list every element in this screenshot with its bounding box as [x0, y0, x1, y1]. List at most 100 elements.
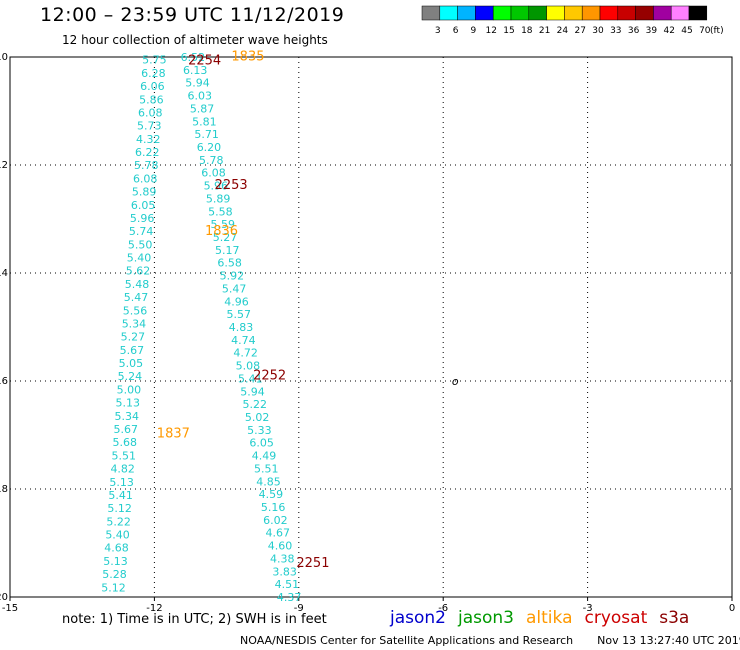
swh-value-track-b: 5.16 — [261, 501, 286, 514]
swh-value-track-b: 5.08 — [236, 360, 261, 373]
scale-label: 36 — [628, 26, 640, 36]
swh-value-track-b: 5.96 — [204, 180, 229, 193]
x-tick-label: 0 — [729, 603, 735, 614]
scale-label: 3 — [435, 26, 441, 36]
swh-value-track-b: 5.57 — [226, 308, 251, 321]
y-tick-label: -10 — [0, 52, 8, 63]
swh-value-track-b: 4.60 — [268, 540, 293, 553]
swh-value-track-a: 5.67 — [120, 344, 145, 357]
swh-value-track-a: 4.82 — [110, 463, 135, 476]
swh-value-track-b: 4.59 — [259, 488, 284, 501]
x-tick-label: -3 — [583, 603, 593, 614]
scale-label: 27 — [574, 26, 585, 36]
satellite-legend: jason2 jason3 altika cryosat s3a — [390, 608, 689, 628]
altimeter-tracks: 5.756.286.065.866.085.734.326.225.786.08… — [101, 51, 301, 604]
scale-label: 30 — [592, 26, 604, 36]
swh-value-track-b: 5.02 — [245, 411, 270, 424]
scale-label: 18 — [521, 26, 533, 36]
swh-value-track-a: 6.06 — [140, 80, 165, 93]
swh-value-track-b: 5.94 — [185, 77, 210, 90]
swh-value-track-a: 4.32 — [136, 133, 161, 146]
swh-value-track-a: 5.48 — [125, 278, 150, 291]
swh-value-track-a: 6.05 — [131, 199, 156, 212]
color-scale-legend: 3 6 9 12 15 18 21 24 27 30 33 36 39 42 45 70 (ft) — [421, 5, 724, 36]
swh-value-track-a: 5.74 — [129, 225, 154, 238]
satellite-legend-s3a: s3a — [659, 608, 690, 628]
swh-value-track-b: 5.51 — [254, 462, 279, 475]
swh-value-track-a: 5.00 — [117, 383, 142, 396]
swh-value-track-a: 6.08 — [138, 106, 163, 119]
swh-value-track-b: 3.83 — [272, 565, 297, 578]
swh-value-track-b: 5.27 — [213, 231, 238, 244]
swh-value-track-b: 5.17 — [215, 244, 240, 257]
pass-label: 2252 — [253, 369, 286, 384]
swh-value-track-b: 5.81 — [192, 115, 217, 128]
swh-value-track-b: 6.20 — [197, 141, 222, 154]
x-tick-label: -12 — [146, 603, 162, 614]
axis-ticks: -15 -12 -9 -6 -3 0 -10 -12 -14 -16 -18 -20 — [0, 52, 735, 614]
x-tick-label: -15 — [2, 603, 18, 614]
swh-value-track-b: 6.08 — [201, 167, 226, 180]
swh-value-track-b: 5.92 — [220, 270, 245, 283]
swh-value-track-b: 4.72 — [233, 347, 258, 360]
scale-label: 24 — [557, 26, 569, 36]
swh-value-track-b: 5.33 — [247, 424, 272, 437]
swh-value-track-a: 6.28 — [141, 67, 166, 80]
swh-value-track-b: 6.13 — [183, 64, 208, 77]
pass-label: 2253 — [215, 178, 248, 193]
swh-value-track-a: 5.12 — [107, 502, 132, 515]
pass-labels: 2254 1835 2253 1836 2252 1837 2251 — [157, 49, 330, 571]
x-tick-label: -9 — [294, 603, 304, 614]
swh-value-track-b: 5.89 — [206, 192, 231, 205]
swh-value-track-a: 5.86 — [139, 93, 164, 106]
swh-value-track-a: 5.34 — [122, 317, 147, 330]
swh-value-track-b: 5.59 — [210, 218, 235, 231]
swh-value-track-a: 5.51 — [111, 449, 136, 462]
scale-label: 42 — [663, 26, 674, 36]
grid-lines — [10, 57, 732, 597]
swh-value-track-a: 5.22 — [106, 515, 131, 528]
y-tick-label: -12 — [0, 160, 8, 171]
footer-timestamp: Nov 13 13:27:40 UTC 2019 — [597, 634, 740, 647]
swh-value-track-b: 4.49 — [252, 450, 277, 463]
swh-value-track-a: 5.13 — [116, 397, 141, 410]
swh-value-track-a: 5.73 — [137, 120, 162, 133]
swh-value-track-a: 5.40 — [105, 529, 130, 542]
swh-value-track-b: 5.71 — [194, 128, 219, 141]
island-marker: o — [452, 375, 459, 388]
scale-label: 45 — [681, 26, 692, 36]
swh-value-track-b: 6.52 — [181, 51, 206, 64]
swh-value-track-a: 5.62 — [126, 265, 151, 278]
swh-value-track-b: 5.41 — [238, 372, 263, 385]
pass-label: 1837 — [157, 426, 190, 441]
scale-label: 15 — [503, 26, 514, 36]
swh-value-track-a: 6.22 — [135, 146, 160, 159]
y-tick-label: -14 — [0, 268, 8, 279]
swh-value-track-a: 4.68 — [104, 542, 129, 555]
y-tick-label: -18 — [0, 484, 8, 495]
note-text: note: 1) Time is in UTC; 2) SWH is in fe… — [62, 612, 327, 627]
swh-value-track-b: 4.67 — [265, 527, 290, 540]
scale-label: 6 — [453, 26, 459, 36]
swh-value-track-b: 4.96 — [224, 295, 249, 308]
swh-value-track-b: 6.02 — [263, 514, 288, 527]
swh-value-track-b: 5.94 — [240, 385, 265, 398]
scale-label: 12 — [485, 26, 496, 36]
swh-value-track-a: 5.05 — [119, 357, 144, 370]
scale-label: 9 — [471, 26, 477, 36]
scale-swatch — [688, 5, 708, 21]
swh-value-track-b: 6.03 — [188, 90, 213, 103]
swh-value-track-a: 5.13 — [103, 555, 128, 568]
swh-value-track-b: 4.74 — [231, 334, 256, 347]
swh-value-track-a: 5.24 — [118, 370, 143, 383]
swh-value-track-a: 5.40 — [127, 252, 152, 265]
swh-value-track-a: 5.96 — [130, 212, 155, 225]
swh-value-track-b: 5.87 — [190, 102, 215, 115]
swh-value-track-a: 5.28 — [102, 568, 127, 581]
pass-label: 1836 — [205, 224, 238, 239]
swh-value-track-a: 5.50 — [128, 238, 153, 251]
plot-frame — [9, 56, 733, 598]
swh-value-track-a: 5.68 — [112, 436, 137, 449]
swh-value-track-b: 4.38 — [270, 552, 295, 565]
